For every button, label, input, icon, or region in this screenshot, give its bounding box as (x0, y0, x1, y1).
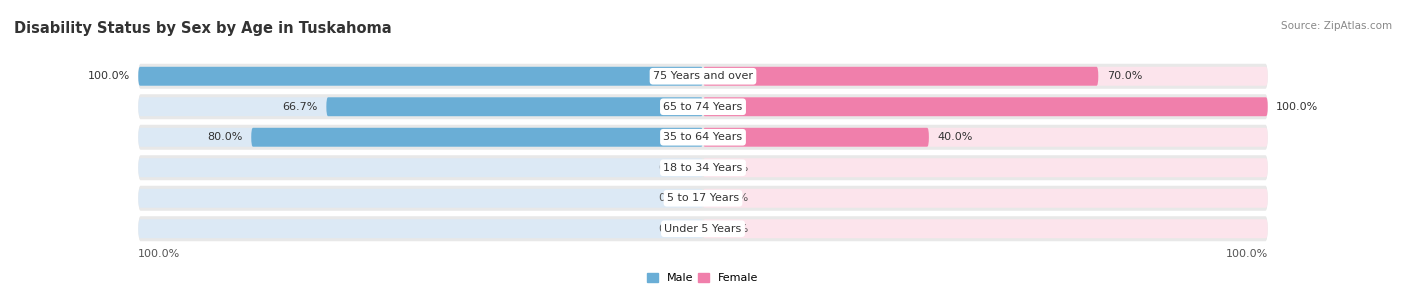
Text: 0.0%: 0.0% (658, 193, 686, 203)
FancyBboxPatch shape (703, 128, 929, 147)
FancyBboxPatch shape (138, 158, 703, 177)
FancyBboxPatch shape (138, 189, 703, 208)
Text: 70.0%: 70.0% (1107, 71, 1142, 81)
Text: 66.7%: 66.7% (283, 102, 318, 112)
Text: 75 Years and over: 75 Years and over (652, 71, 754, 81)
FancyBboxPatch shape (703, 189, 1268, 208)
Text: 100.0%: 100.0% (1277, 102, 1319, 112)
FancyBboxPatch shape (138, 94, 1268, 119)
Text: 0.0%: 0.0% (658, 163, 686, 173)
FancyBboxPatch shape (138, 67, 703, 86)
Text: 80.0%: 80.0% (208, 132, 243, 142)
FancyBboxPatch shape (138, 186, 1268, 211)
FancyBboxPatch shape (138, 128, 703, 147)
FancyBboxPatch shape (138, 155, 1268, 180)
FancyBboxPatch shape (138, 67, 703, 86)
FancyBboxPatch shape (138, 216, 1268, 241)
FancyBboxPatch shape (326, 97, 703, 116)
FancyBboxPatch shape (138, 64, 1268, 89)
Legend: Male, Female: Male, Female (643, 268, 763, 288)
Text: Source: ZipAtlas.com: Source: ZipAtlas.com (1281, 21, 1392, 31)
FancyBboxPatch shape (138, 97, 703, 116)
Text: 40.0%: 40.0% (938, 132, 973, 142)
Text: 0.0%: 0.0% (720, 224, 748, 234)
Text: 0.0%: 0.0% (720, 193, 748, 203)
FancyBboxPatch shape (703, 128, 1268, 147)
Text: 35 to 64 Years: 35 to 64 Years (664, 132, 742, 142)
Text: Disability Status by Sex by Age in Tuskahoma: Disability Status by Sex by Age in Tuska… (14, 21, 392, 36)
Text: 65 to 74 Years: 65 to 74 Years (664, 102, 742, 112)
FancyBboxPatch shape (703, 67, 1098, 86)
Text: 0.0%: 0.0% (720, 163, 748, 173)
FancyBboxPatch shape (703, 219, 1268, 238)
Text: Under 5 Years: Under 5 Years (665, 224, 741, 234)
FancyBboxPatch shape (703, 67, 1268, 86)
FancyBboxPatch shape (703, 97, 1268, 116)
FancyBboxPatch shape (138, 125, 1268, 150)
Text: 0.0%: 0.0% (658, 224, 686, 234)
FancyBboxPatch shape (252, 128, 703, 147)
FancyBboxPatch shape (703, 97, 1268, 116)
Text: 18 to 34 Years: 18 to 34 Years (664, 163, 742, 173)
Text: 5 to 17 Years: 5 to 17 Years (666, 193, 740, 203)
Text: 100.0%: 100.0% (138, 249, 180, 260)
Text: 100.0%: 100.0% (1226, 249, 1268, 260)
FancyBboxPatch shape (703, 158, 1268, 177)
FancyBboxPatch shape (138, 219, 703, 238)
Text: 100.0%: 100.0% (87, 71, 129, 81)
